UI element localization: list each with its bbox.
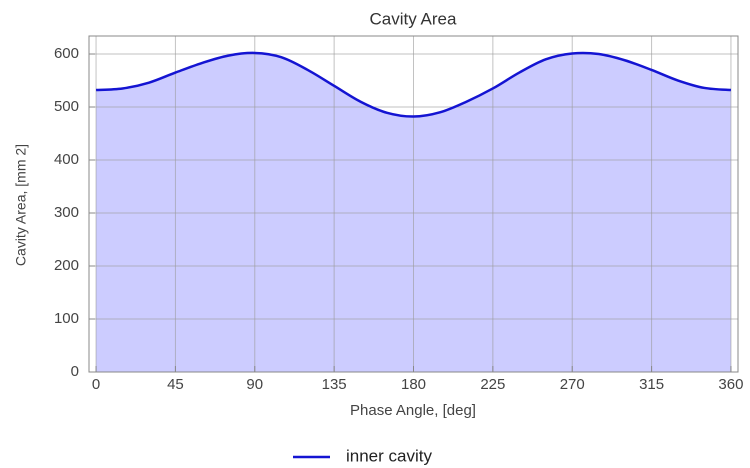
y-tick-label: 100 xyxy=(54,310,79,327)
x-tick-label: 0 xyxy=(92,376,100,393)
x-tick-label: 315 xyxy=(639,376,664,393)
y-axis-label: Cavity Area, [mm 2] xyxy=(13,144,29,266)
y-tick-label: 0 xyxy=(71,363,79,380)
y-tick-label: 400 xyxy=(54,151,79,168)
y-tick-label: 300 xyxy=(54,204,79,221)
x-tick-label: 270 xyxy=(560,376,585,393)
series-line xyxy=(95,51,732,118)
y-tick-label: 200 xyxy=(54,257,79,274)
x-tick-label: 90 xyxy=(246,376,263,393)
x-tick-label: 45 xyxy=(167,376,184,393)
plot-frame xyxy=(88,35,739,373)
x-tick-label: 360 xyxy=(718,376,743,393)
x-tick-label: 180 xyxy=(401,376,426,393)
x-tick-label: 225 xyxy=(480,376,505,393)
y-tick-label: 600 xyxy=(54,45,79,62)
y-tick-label: 500 xyxy=(54,98,79,115)
x-tick-label: 135 xyxy=(322,376,347,393)
chart-title: Cavity Area xyxy=(370,9,457,28)
legend-label: inner cavity xyxy=(346,446,432,465)
x-axis-label: Phase Angle, [deg] xyxy=(350,402,476,419)
